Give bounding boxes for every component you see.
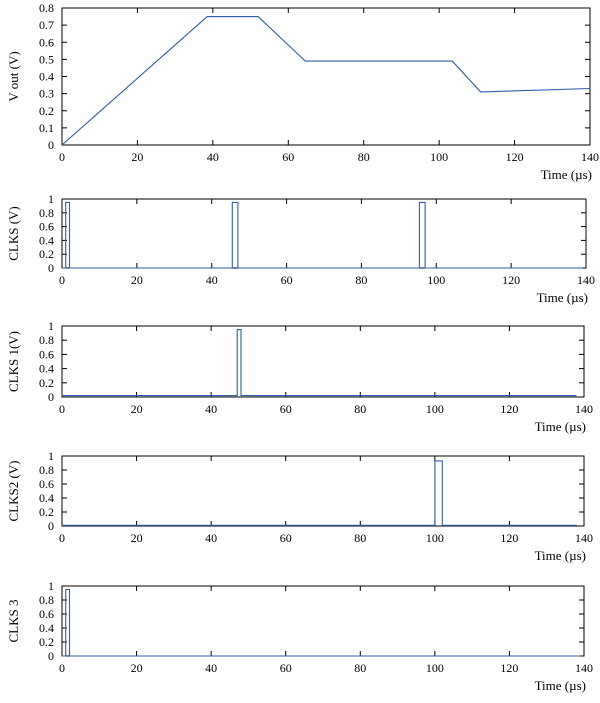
- y-tick-label: 0.2: [39, 376, 54, 390]
- y-tick-label: 0.4: [39, 362, 54, 376]
- plot-frame: [61, 198, 587, 269]
- x-tick-label: 20: [131, 402, 143, 416]
- x-tick-label: 40: [205, 531, 217, 545]
- x-tick-label: 0: [59, 661, 65, 675]
- x-tick-label: 100: [426, 402, 444, 416]
- plot-frame: [61, 325, 585, 398]
- y-tick-label: 0.8: [39, 333, 54, 347]
- x-tick-label: 60: [280, 402, 292, 416]
- x-axis-title: Time (µs): [535, 678, 586, 693]
- y-tick-label: 0.3: [39, 87, 54, 101]
- y-tick-label: 0.4: [39, 621, 54, 635]
- y-tick-label: 0: [48, 649, 54, 663]
- x-axis-title: Time (µs): [541, 167, 592, 182]
- y-tick-label: 0.8: [39, 593, 54, 607]
- x-tick-label: 100: [427, 273, 445, 287]
- y-tick-label: 0.2: [39, 635, 54, 649]
- y-tick-label: 1: [48, 449, 54, 463]
- x-tick-label: 40: [205, 661, 217, 675]
- x-tick-label: 80: [354, 531, 366, 545]
- x-tick-label: 20: [131, 531, 143, 545]
- y-tick-label: 0.8: [39, 206, 54, 220]
- y-tick-label: 0: [48, 519, 54, 533]
- y-tick-label: 0.6: [39, 477, 54, 491]
- x-tick-label: 80: [354, 402, 366, 416]
- y-tick-label: 0.5: [39, 52, 54, 66]
- x-tick-label: 120: [500, 661, 518, 675]
- x-tick-label: 0: [59, 531, 65, 545]
- chart-panel-1: 0 20 40 60 80 100 120 140 0 0.1 0.2 0.3 0.4 0.5 0.6 0.7…: [6, 1, 599, 182]
- series-line-1: [62, 329, 577, 397]
- y-tick-label: 0.2: [39, 104, 54, 118]
- y-tick-label: 0.4: [39, 70, 54, 84]
- y-tick-label: 0.6: [39, 607, 54, 621]
- x-tick-label: 80: [354, 661, 366, 675]
- x-tick-label: 40: [206, 273, 218, 287]
- series-line-1: [62, 201, 583, 269]
- y-tick-label: 0.8: [39, 1, 54, 15]
- y-tick-label: 0.4: [39, 491, 54, 505]
- x-tick-label: 100: [426, 661, 444, 675]
- series-line-1: [62, 460, 577, 526]
- y-tick-label: 1: [48, 192, 54, 206]
- y-tick-label: 0: [48, 390, 54, 404]
- y-tick-label: 1: [48, 319, 54, 333]
- y-axis-title: CLKS 3: [6, 600, 21, 643]
- x-tick-label: 100: [430, 150, 448, 164]
- x-tick-label: 120: [500, 531, 518, 545]
- y-axis-title: CLKS 1(V): [6, 331, 21, 392]
- series-line-1: [61, 16, 591, 146]
- x-axis-title: Time (µs): [535, 548, 586, 563]
- y-tick-label: 0.1: [39, 121, 54, 135]
- y-tick-label: 0.6: [39, 220, 54, 234]
- x-tick-label: 60: [280, 531, 292, 545]
- x-tick-label: 40: [207, 150, 219, 164]
- x-tick-label: 60: [281, 273, 293, 287]
- x-tick-label: 100: [426, 531, 444, 545]
- x-tick-label: 60: [280, 661, 292, 675]
- y-tick-label: 0.2: [39, 247, 54, 261]
- x-tick-label: 20: [131, 150, 143, 164]
- y-axis-title: CLKS2 (V): [6, 460, 21, 521]
- plot-frame: [61, 7, 591, 146]
- y-tick-label: 0.6: [39, 347, 54, 361]
- x-tick-label: 60: [282, 150, 294, 164]
- x-tick-label: 80: [355, 273, 367, 287]
- y-tick-label: 0.2: [39, 505, 54, 519]
- x-tick-label: 140: [577, 273, 595, 287]
- x-tick-label: 40: [205, 402, 217, 416]
- x-tick-label: 20: [131, 273, 143, 287]
- x-tick-label: 120: [500, 402, 518, 416]
- x-tick-label: 140: [581, 150, 599, 164]
- x-tick-label: 0: [59, 273, 65, 287]
- y-tick-label: 0: [48, 261, 54, 275]
- y-tick-label: 0.4: [39, 233, 54, 247]
- x-tick-label: 0: [59, 150, 65, 164]
- x-tick-label: 120: [502, 273, 520, 287]
- y-tick-label: 0.7: [39, 18, 54, 32]
- y-tick-label: 1: [48, 579, 54, 593]
- plot-frame: [61, 585, 585, 657]
- plot-frame: [61, 455, 585, 527]
- y-tick-label: 0: [48, 138, 54, 152]
- x-tick-label: 0: [59, 402, 65, 416]
- x-axis-title: Time (µs): [535, 419, 586, 434]
- y-tick-label: 0.6: [39, 35, 54, 49]
- y-tick-label: 0.8: [39, 463, 54, 477]
- x-tick-label: 140: [575, 661, 593, 675]
- series-line-1: [62, 588, 581, 657]
- x-tick-label: 80: [358, 150, 370, 164]
- x-tick-label: 140: [575, 402, 593, 416]
- x-tick-label: 20: [131, 661, 143, 675]
- y-axis-title: V out (V): [6, 51, 21, 101]
- y-axis-title: CLKS (V): [6, 206, 21, 261]
- x-tick-label: 120: [506, 150, 524, 164]
- x-axis-title: Time (µs): [537, 290, 588, 305]
- x-tick-label: 140: [575, 531, 593, 545]
